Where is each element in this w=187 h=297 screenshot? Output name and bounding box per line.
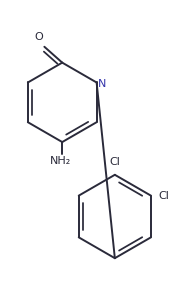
Text: O: O — [34, 32, 43, 42]
Text: Cl: Cl — [158, 191, 169, 201]
Text: N: N — [98, 80, 106, 89]
Text: Cl: Cl — [109, 157, 120, 167]
Text: NH₂: NH₂ — [50, 156, 71, 166]
